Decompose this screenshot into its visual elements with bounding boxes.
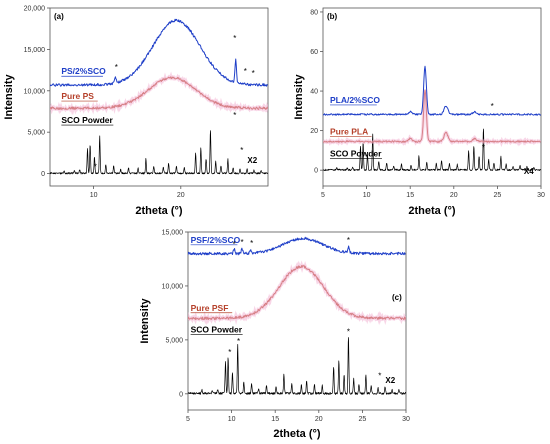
series-label-pure: Pure PS (61, 91, 94, 101)
y-tick-label: 20 (310, 128, 318, 135)
x-tick-label: 10 (228, 416, 236, 423)
series-label-sco: SCO Powder (61, 115, 113, 125)
peak-marker: * (252, 69, 255, 78)
y-tick-label: 5,000 (165, 337, 183, 344)
sco-scale-factor: X4 (524, 167, 534, 176)
x-axis-label: 2theta (°) (273, 428, 321, 440)
x-tick-label: 25 (359, 416, 367, 423)
x-axis-label: 2theta (°) (408, 205, 456, 217)
series-line-sco (323, 128, 541, 171)
y-tick-label: 20,000 (24, 6, 46, 13)
y-tick-label: 10,000 (24, 88, 46, 95)
y-axis-label: Intensity (293, 74, 305, 120)
x-tick-label: 20 (177, 192, 185, 199)
series-line-sco (50, 130, 268, 175)
peak-marker: * (347, 327, 350, 336)
peak-marker: * (250, 239, 253, 248)
y-axis-label: Intensity (139, 298, 151, 344)
peak-marker: * (244, 67, 247, 76)
plot-frame (322, 7, 542, 187)
peak-marker: * (491, 102, 494, 111)
x-tick-label: 5 (321, 192, 325, 199)
panel-tag: (a) (54, 12, 64, 21)
y-tick-label: 10,000 (162, 283, 184, 290)
panel-tag: (b) (327, 12, 338, 21)
x-tick-label: 15 (406, 192, 414, 199)
y-tick-label: 15,000 (24, 47, 46, 54)
series-label-sco: SCO Powder (330, 148, 382, 158)
peak-marker: * (233, 34, 236, 43)
series-label-pure: Pure PSF (191, 303, 229, 313)
series-line-comp (323, 65, 541, 116)
peak-marker: * (237, 337, 240, 346)
series-halo-pure (50, 71, 268, 116)
y-tick-label: 15,000 (162, 230, 184, 237)
peak-marker: * (378, 372, 381, 381)
peak-marker: * (233, 240, 236, 249)
x-tick-label: 15 (271, 416, 279, 423)
x-axis-label: 2theta (°) (135, 205, 183, 217)
sco-scale-factor: X2 (247, 156, 257, 165)
plot-frame (187, 231, 407, 411)
panel-tag: (c) (392, 293, 402, 302)
series-line-sco (188, 337, 406, 395)
series-label-comp: PLA/2%SCO (330, 95, 380, 105)
series-line-comp (50, 18, 268, 87)
x-tick-label: 25 (494, 192, 502, 199)
peak-marker: * (347, 236, 350, 245)
peak-marker: * (482, 143, 485, 152)
sco-scale-factor: X2 (385, 376, 395, 385)
y-tick-label: 0 (41, 171, 45, 178)
chart-c: 0 5,000 10,000 15,000 5 10 15 20 25 30 2theta (°) I… (139, 230, 410, 441)
y-tick-label: 0 (314, 168, 318, 175)
peak-marker: * (241, 238, 244, 247)
chart-b: 0 20 40 60 80 5 10 15 20 25 30 2theta (°) Intensity (… (293, 7, 545, 217)
series-label-comp: PSF/2%SCO (191, 235, 241, 245)
y-tick-label: 60 (310, 49, 318, 56)
peak-marker: * (94, 162, 97, 171)
y-tick-label: 80 (310, 9, 318, 16)
y-tick-label: 5,000 (27, 130, 45, 137)
peak-marker: * (240, 146, 243, 155)
x-tick-label: 10 (363, 192, 371, 199)
series-label-pure: Pure PLA (330, 127, 368, 137)
peak-marker: * (228, 348, 231, 357)
x-tick-label: 20 (450, 192, 458, 199)
y-axis-label: Intensity (3, 74, 15, 120)
chart-a: 0 5,000 10,000 15,000 20,000 10 20 2theta (°) In… (3, 6, 269, 217)
y-tick-label: 40 (310, 89, 318, 96)
series-label-comp: PS/2%SCO (61, 66, 106, 76)
series-halo-pure (323, 89, 541, 148)
y-tick-label: 0 (179, 391, 183, 398)
peak-marker: * (115, 63, 118, 72)
x-tick-label: 30 (402, 416, 410, 423)
x-tick-label: 10 (90, 192, 98, 199)
plot-frame (49, 7, 269, 187)
series-halo-pure (188, 260, 406, 326)
x-tick-label: 5 (186, 416, 190, 423)
x-tick-label: 20 (315, 416, 323, 423)
x-tick-label: 30 (537, 192, 545, 199)
peak-marker: * (233, 111, 236, 120)
series-line-comp (188, 236, 406, 256)
series-label-sco: SCO Powder (191, 324, 243, 334)
